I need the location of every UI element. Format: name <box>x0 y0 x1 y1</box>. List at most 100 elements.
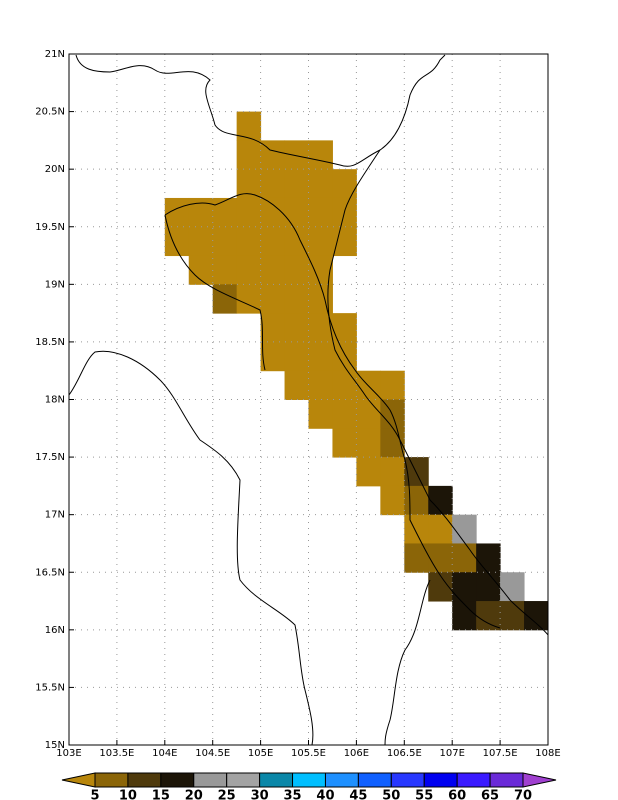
grid-cell <box>236 197 262 228</box>
grid-cell <box>380 457 405 487</box>
grid-cell <box>212 255 238 285</box>
colorbar-label: 50 <box>382 789 400 800</box>
plot-frame <box>68 53 549 746</box>
grid-cell <box>404 457 429 487</box>
grid-cell <box>428 543 453 573</box>
grid-cell <box>284 197 309 228</box>
grid-cell <box>380 370 405 400</box>
grid-cell <box>524 601 549 631</box>
grid-cell <box>284 255 309 285</box>
y-tick-label: 15.5N <box>35 682 65 693</box>
colorbar-box <box>423 772 458 788</box>
x-tick-label: 103.5E <box>99 748 134 759</box>
grid-cell <box>332 169 357 199</box>
grid-cell <box>476 572 501 602</box>
colorbar-label: 60 <box>448 789 466 800</box>
grid-cell <box>260 197 286 228</box>
x-tick-label: 105.5E <box>291 748 326 759</box>
border <box>164 193 501 629</box>
grid-cell <box>332 428 357 458</box>
border <box>164 214 266 371</box>
colorbar-box <box>292 772 326 788</box>
grid-cell <box>332 226 357 257</box>
grid-cell <box>428 514 453 544</box>
grid-cell <box>428 485 453 516</box>
y-tick-label: 20N <box>45 164 65 175</box>
grid-cell <box>452 572 477 602</box>
grid-cell <box>188 226 214 257</box>
grid-cell <box>284 284 309 314</box>
grid-cell <box>308 399 333 429</box>
grid-cell <box>260 226 286 257</box>
grid-cell <box>404 514 429 544</box>
y-tick-label: 17.5N <box>35 452 65 463</box>
colorbar-box <box>193 772 228 788</box>
grid-cell <box>212 284 238 314</box>
coastlines <box>68 54 549 746</box>
y-tick-label: 17N <box>45 510 65 521</box>
grid-cell <box>404 543 429 573</box>
grid-cell <box>236 111 262 141</box>
y-tick-label: 16.5N <box>35 567 65 578</box>
colorbar-label: 10 <box>119 789 137 800</box>
grid-cell <box>260 284 286 314</box>
grid-cell <box>260 169 286 199</box>
grid-cell <box>284 313 309 343</box>
grid-cell <box>452 543 477 573</box>
x-tick-label: 105E <box>248 748 273 759</box>
grid-cell <box>380 485 405 516</box>
grid-cell <box>212 226 238 257</box>
colorbar-arrow <box>522 772 557 788</box>
grid-cell <box>308 169 333 199</box>
colorbar-box <box>94 772 129 788</box>
grid-cell <box>284 140 309 170</box>
y-tick-label: 21N <box>45 49 65 60</box>
grid-cell <box>452 514 477 544</box>
grid-cell <box>260 313 286 343</box>
colorbar-label: 20 <box>185 789 203 800</box>
colorbar-label: 70 <box>514 789 532 800</box>
grid-cell <box>308 341 333 372</box>
grid-cell <box>476 543 501 573</box>
x-tick-label: 108E <box>535 748 560 759</box>
colorbar-box <box>357 772 392 788</box>
grid-cell <box>164 226 190 257</box>
y-tick-label: 18.5N <box>35 337 65 348</box>
colorbar-label: 45 <box>349 789 367 800</box>
colorbar-label: 30 <box>251 789 269 800</box>
colorbar-box <box>390 772 425 788</box>
grid-cell <box>236 140 262 170</box>
grid-cell <box>308 284 333 314</box>
grid-cell <box>476 601 501 631</box>
colorbar-label: 15 <box>152 789 170 800</box>
coastline <box>327 149 549 636</box>
grid-cell <box>212 197 238 228</box>
grid-cell <box>404 485 429 516</box>
colorbar-label: 5 <box>90 789 99 800</box>
grid-cell <box>284 370 309 400</box>
colorbar-label: 65 <box>481 789 499 800</box>
grid-cell <box>308 370 333 400</box>
colorbar-arrow <box>61 772 96 788</box>
grid-cell <box>284 341 309 372</box>
grid-cell <box>284 169 309 199</box>
x-tick-label: 104.5E <box>195 748 230 759</box>
x-tick-label: 104E <box>152 748 177 759</box>
y-tick-label: 16N <box>45 625 65 636</box>
colorbar-box <box>456 772 491 788</box>
colorbar-label: 25 <box>218 789 236 800</box>
colorbar-box <box>127 772 162 788</box>
grid-cell <box>308 226 333 257</box>
grid-layer: 103E 103.5E 104E 104.5E 105E 105.5E 106E 106.5E… <box>35 49 560 759</box>
grid-cell <box>332 370 357 400</box>
y-tick-label: 19N <box>45 279 65 290</box>
grid-cell <box>236 255 262 285</box>
grid-cell <box>380 399 405 429</box>
x-tick-label: 106.5E <box>387 748 422 759</box>
colorbar-box <box>160 772 195 788</box>
colorbar-label: 40 <box>316 789 334 800</box>
grid-cell <box>308 140 333 170</box>
grid-cell <box>308 197 333 228</box>
